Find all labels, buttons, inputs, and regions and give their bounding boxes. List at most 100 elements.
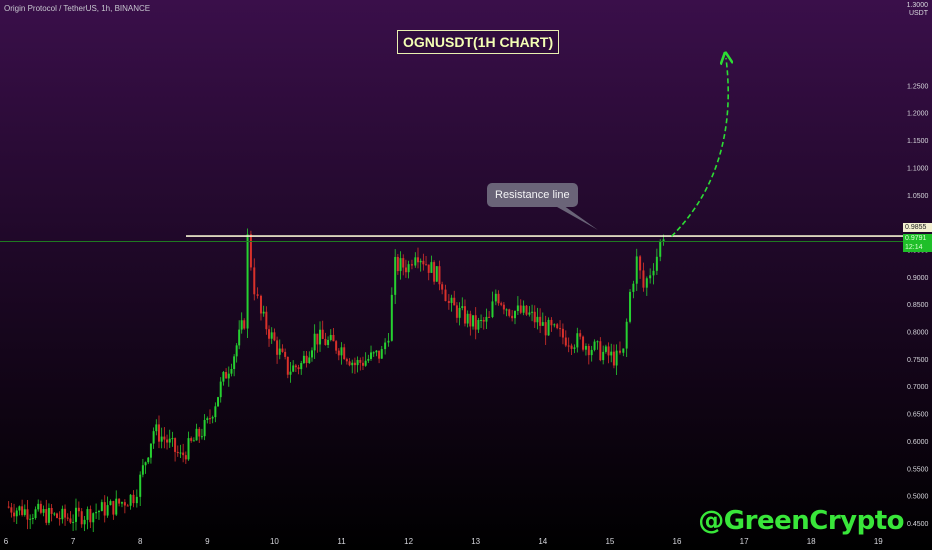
y-tick-label: 1.2500 (907, 83, 929, 90)
candle-body (21, 506, 24, 515)
candle-body (649, 275, 652, 279)
candle-body (662, 239, 665, 242)
candle-body (607, 346, 610, 356)
candle-body (547, 319, 550, 336)
candle-body (243, 320, 246, 329)
level-lines (0, 58, 903, 243)
candle-body (281, 348, 284, 352)
candle-body (80, 511, 83, 525)
candle-body (544, 322, 547, 336)
candle-body (573, 347, 576, 349)
candle-body (364, 360, 367, 366)
candle-body (225, 372, 228, 379)
candle-body (622, 348, 625, 353)
candle-body (553, 324, 556, 326)
candle-body (463, 306, 466, 324)
candle-body (176, 451, 179, 454)
candle-body (488, 316, 491, 318)
candle-body (34, 509, 37, 519)
candles-group (7, 228, 665, 533)
candle-body (53, 513, 56, 515)
candle-body (289, 371, 292, 375)
candle-body (419, 260, 422, 263)
candle-body (444, 289, 447, 302)
candle-body (332, 334, 335, 342)
y-tick-label: 1.1500 (907, 138, 929, 145)
candle-body (276, 340, 279, 355)
candle-body (356, 359, 359, 366)
candle-body (190, 438, 193, 441)
resistance-callout: Resistance line (487, 183, 578, 207)
candle-body (182, 452, 185, 456)
candle-body (474, 315, 477, 330)
current-price-value: 0.9791 (905, 235, 927, 242)
candle-body (576, 333, 579, 348)
candle-body (126, 505, 129, 507)
candle-body (612, 351, 615, 366)
time-axis[interactable]: 6 7 8 9 10 11 12 13 14 15 16 17 18 19 (4, 537, 884, 546)
candle-body (372, 352, 375, 354)
candle-body (147, 457, 150, 463)
candle-body (206, 418, 209, 421)
candle-body (505, 309, 508, 311)
candle-body (31, 518, 34, 520)
candle-body (144, 462, 147, 466)
candle-body (302, 355, 305, 364)
candle-body (531, 311, 534, 313)
candle-body (155, 424, 158, 432)
candle-body (404, 267, 407, 273)
candle-body (455, 305, 458, 318)
y-tick-label: 0.6000 (907, 439, 929, 446)
candle-body (502, 304, 505, 310)
candle-body (10, 507, 13, 513)
candle-body (461, 306, 464, 308)
candle-body (203, 420, 206, 437)
candle-body (115, 498, 118, 515)
brand-watermark: @GreenCrypto (698, 506, 904, 536)
candle-body (249, 234, 252, 268)
candle-body (195, 428, 198, 441)
candle-body (380, 349, 383, 359)
candle-body (278, 348, 281, 355)
candle-body (639, 256, 642, 271)
candle-body (55, 513, 58, 518)
current-price-tag: 0.9791 12:14 (903, 234, 932, 252)
callout-pointer (550, 203, 598, 230)
candle-body (394, 256, 397, 295)
candle-body (550, 319, 553, 326)
candle-body (615, 350, 618, 366)
candle-body (345, 359, 348, 362)
x-tick-label: 14 (538, 537, 547, 546)
projection-arrow (671, 58, 729, 237)
candle-body (458, 307, 461, 318)
candle-body (528, 312, 531, 315)
candle-body (135, 496, 138, 504)
candle-body (77, 507, 80, 512)
candle-body (270, 332, 273, 339)
candle-body (120, 502, 123, 504)
candle-body (329, 334, 332, 340)
candle-body (300, 363, 303, 370)
candle-body (480, 319, 483, 321)
candle-body (262, 311, 265, 314)
candle-body (430, 262, 433, 273)
candle-body (427, 264, 430, 273)
candle-body (514, 311, 517, 319)
candle-body (253, 267, 256, 295)
candle-body (425, 264, 428, 266)
candle-body (72, 521, 75, 523)
candle-body (214, 406, 217, 418)
candle-body (187, 438, 190, 460)
candle-body (610, 351, 613, 356)
candle-body (50, 507, 53, 514)
candle-body (103, 502, 106, 516)
x-tick-label: 7 (71, 537, 76, 546)
candle-body (15, 510, 18, 517)
candle-body (327, 339, 330, 346)
candle-body (259, 295, 262, 314)
x-tick-label: 12 (404, 537, 413, 546)
candle-body (37, 503, 40, 510)
candle-countdown: 12:14 (905, 244, 923, 251)
candle-body (294, 365, 297, 368)
